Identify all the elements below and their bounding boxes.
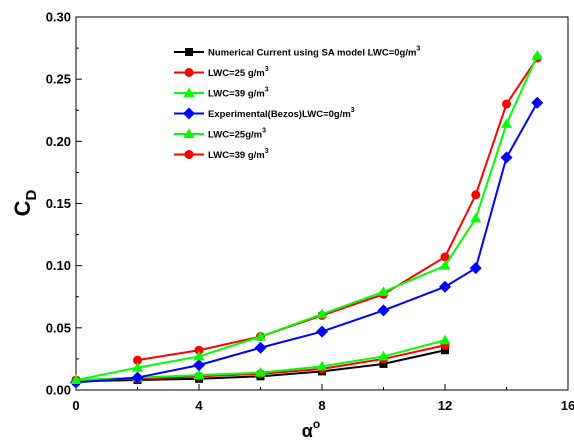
y-axis-label: CD [10,189,40,216]
legend-label: LWC=39 g/m3 [208,148,269,161]
series-point [193,350,205,361]
y-axis-label-main: C [10,200,35,216]
series-point [439,260,451,270]
series-point [132,362,143,372]
legend-marker [184,68,194,77]
legend-item-3: LWC=39 g/m3 [174,87,269,100]
y-tick-label: 0.25 [46,72,71,87]
legend-label: Numerical Current using SA model LWC=0g/… [208,46,420,59]
y-tick-label: 0.10 [46,258,71,273]
series-point [133,355,142,365]
legend-item-1: Numerical Current using SA model LWC=0g/… [174,46,420,59]
series-line [137,57,539,362]
x-axis-label: αo [302,417,320,441]
legend-marker [183,107,195,120]
series-point [470,212,482,223]
series-point [379,359,388,368]
series-point [378,286,389,296]
series-point [441,346,449,355]
x-axis-ticks: 0 4 8 12 16 [72,384,574,413]
legend-marker [184,150,194,159]
series-point [316,325,328,338]
series-point [316,308,328,319]
series-point [439,334,451,345]
legend-item-2: LWC=25 g/m3 [174,66,269,79]
series-point [378,350,389,361]
series-point [255,367,266,377]
x-axis-label-main: α [302,421,313,441]
y-tick-label: 0.20 [46,134,71,149]
x-tick-label: 4 [195,398,203,413]
legend-item-5: LWC=25g/m3 [174,128,266,141]
series-5 [70,50,543,385]
series-line [75,102,539,384]
series-line [75,55,539,382]
legend-label: LWC=39 g/m3 [208,87,269,100]
legend-label: Experimental(Bezos)LWC=0g/m3 [208,107,355,120]
x-tick-label: 12 [438,398,452,413]
x-tick-label: 16 [561,398,574,413]
series-6 [133,53,542,365]
x-tick-label: 0 [72,398,79,413]
series-point [469,262,482,275]
series-point [531,50,543,60]
y-tick-label: 0.15 [46,196,71,211]
series-point [439,280,451,293]
legend-marker [183,128,195,138]
legend-label: LWC=25g/m3 [208,128,266,141]
legend-marker [185,48,193,56]
series-point [254,341,267,354]
series-point [255,331,266,341]
y-axis-ticks: 0.00 0.05 0.10 0.15 0.20 0.25 0.30 [46,10,82,398]
series-point [316,360,328,371]
y-tick-label: 0.00 [46,383,71,398]
series-4 [70,96,544,389]
series-point [440,252,450,262]
legend-label: LWC=25 g/m3 [208,66,269,79]
legend-marker [183,87,195,97]
legend: Numerical Current using SA model LWC=0g/… [174,46,420,161]
series-point [194,345,204,355]
series-point [502,99,511,109]
series-point [70,374,82,385]
y-axis-label-sub: D [23,189,40,200]
legend-item-4: Experimental(Bezos)LWC=0g/m3 [174,107,355,120]
legend-item-6: LWC=39 g/m3 [174,148,269,161]
series-point [531,96,544,109]
series-point [193,369,205,380]
x-tick-label: 8 [318,398,325,413]
series-point [193,359,205,372]
series-point [131,371,144,384]
series-point [377,304,390,317]
series-point [501,118,512,128]
y-tick-label: 0.30 [46,10,71,25]
series-point [500,151,513,164]
x-axis-label-sup: o [313,417,320,431]
series-point [471,190,481,200]
series-layer [70,50,544,389]
y-tick-label: 0.05 [46,320,71,335]
